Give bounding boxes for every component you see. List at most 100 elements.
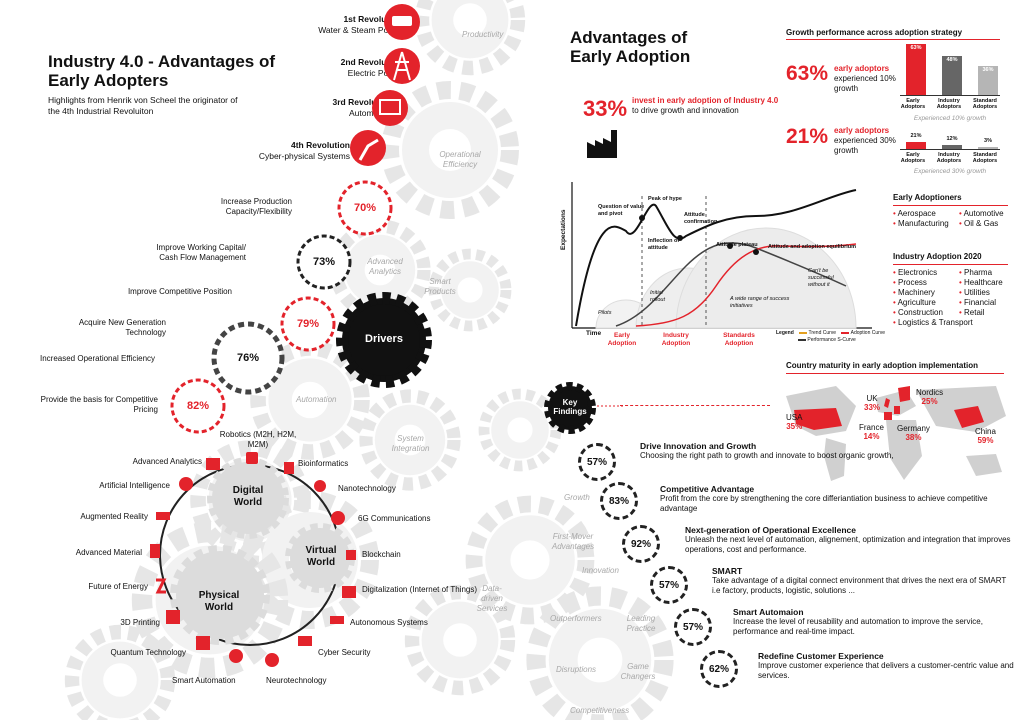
- tech-blockchain: Blockchain: [362, 550, 401, 559]
- ghost-leading-practice: Leading Practice: [626, 614, 656, 633]
- ghost-operational-efficiency: Operational Efficiency: [439, 150, 481, 169]
- ghost-advanced-analytics: Advanced Analytics: [367, 257, 403, 276]
- physical-world-gear: [170, 545, 270, 645]
- growth-bar-value: 12%: [946, 136, 958, 142]
- tech-nanotechnology: Nanotechnology: [338, 484, 396, 493]
- finding-gear: 57%: [674, 608, 712, 646]
- note-confirmation: Attitude confirmation: [684, 212, 718, 225]
- driver-label-1: Increase Production Capacity/Flexibility: [220, 197, 292, 216]
- finding-body: Unleash the next level of automation, al…: [685, 535, 1011, 554]
- growth-bar-label: Standard Adoptors: [972, 152, 998, 164]
- hype-y-label: Expectations: [560, 209, 567, 250]
- list-item: • Pharma: [959, 268, 993, 277]
- steam-icon: [384, 4, 420, 40]
- finding-body: Improve customer experience that deliver…: [758, 661, 1014, 680]
- list-item: • Agriculture: [893, 298, 936, 307]
- tech-autonomous: Autonomous Systems: [350, 618, 428, 627]
- usa-shape: [794, 408, 842, 430]
- country-germany: Germany 38%: [897, 424, 930, 442]
- hype-x-label: Time: [586, 330, 602, 337]
- phase-industry: Industry Adoption: [661, 332, 691, 347]
- growth-bar: 21%: [906, 133, 926, 149]
- list-item: • Automotive: [959, 209, 1004, 218]
- early-adoptioners-title: Early Adoptioners: [893, 193, 962, 202]
- france-shape: [884, 412, 892, 420]
- growth-2-value: 21%: [786, 125, 829, 148]
- list-item: • Financial: [959, 298, 997, 307]
- note-inflection: Inflection of attitude: [648, 238, 680, 251]
- growth-2-bar-labels: Early Adoptors Industry Adoptors Standard …: [895, 152, 1005, 172]
- list-item: • Machinery: [893, 288, 935, 297]
- tech-6g: 6G Communications: [358, 514, 431, 523]
- finding-value: 57%: [658, 579, 679, 591]
- adoption-curve: [615, 242, 847, 327]
- early-adoptioners-rule: [893, 205, 1008, 206]
- hype-cycle-chart: [571, 182, 872, 329]
- tech-ai: Artificial Intelligence: [99, 481, 170, 490]
- robotics-icon: [246, 452, 258, 464]
- growth-bar-label: Early Adoptors: [900, 98, 926, 110]
- ai-brain-icon: [179, 477, 193, 491]
- virtual-world-label: Virtual World: [305, 545, 337, 568]
- finding-title: SMART: [712, 566, 743, 576]
- tech-robotics: Robotics (M2H, H2M, M2M): [219, 430, 297, 449]
- country-usa: USA 35%: [786, 413, 803, 431]
- finding-body: Increase the level of reusability and au…: [733, 617, 983, 636]
- growth-bar-value: 36%: [982, 67, 994, 73]
- finding-title: Smart Automaion: [733, 607, 804, 617]
- driver-value-2: 73%: [312, 256, 336, 268]
- finding-body: Take advantage of a digital connect envi…: [712, 576, 1007, 595]
- hype-legend: Legend Trend Curve Adoption Curve Perfor…: [776, 330, 886, 343]
- industry-adoption-rule: [893, 264, 1008, 265]
- country-uk: UK 33%: [864, 394, 881, 412]
- tech-3d-printing: 3D Printing: [120, 618, 160, 627]
- tech-icons: [150, 452, 356, 667]
- phase-early: Early Adoption: [607, 332, 637, 347]
- brain-network-icon: [265, 653, 279, 667]
- iot-icon: [342, 586, 356, 598]
- revolution-1: 1st Revolution Water & Steam Power: [318, 14, 402, 35]
- worlds-diagram: [150, 452, 356, 667]
- electric-tower-icon: [384, 48, 420, 84]
- finding-value: 57%: [682, 621, 703, 633]
- revolution-4: 4th Revolution Cyber-physical Systems: [258, 140, 350, 161]
- key-findings-label: Key Findings: [553, 398, 587, 416]
- signal-icon: [331, 511, 345, 525]
- note-cant-succeed: Can't be successful without it: [808, 268, 834, 288]
- uk-shape: [884, 398, 890, 408]
- nordics-shape: [898, 386, 910, 402]
- driver-label-6: Provide the basis for Competitive Pricin…: [40, 395, 158, 414]
- finding-title: Next-generation of Operational Excellenc…: [685, 525, 856, 535]
- growth-1-bars: 63% 48% 36%: [900, 44, 1000, 96]
- list-item: • Electronics: [893, 268, 938, 277]
- analytics-icon: [206, 458, 220, 470]
- country-china: China 59%: [975, 427, 996, 445]
- note-peak-hype: Peak of hype: [648, 196, 682, 202]
- ar-glasses-icon: [156, 512, 170, 520]
- tech-neurotechnology: Neurotechnology: [266, 676, 327, 685]
- material-icon: [150, 544, 160, 558]
- growth-title: Growth performance across adoption strat…: [786, 28, 963, 37]
- page-subtitle: Highlights from Henrik von Scheel the or…: [48, 95, 238, 116]
- note-pilots: Pilots: [598, 310, 612, 316]
- growth-2-text: early adoptors experienced 30% growth: [834, 126, 896, 155]
- list-item: • Process: [893, 278, 927, 287]
- key-findings-line: [620, 405, 770, 406]
- ghost-automation: Automation: [296, 395, 337, 404]
- trend-curve: [575, 189, 857, 327]
- driver-value-3: 79%: [296, 318, 320, 330]
- growth-bar-value: 3%: [984, 138, 992, 144]
- germany-shape: [894, 406, 900, 414]
- finding-gear: 92%: [622, 525, 660, 563]
- note-initial-rollout: Initial rollout: [650, 290, 665, 303]
- car-icon: [330, 616, 344, 624]
- finding-value: 83%: [608, 495, 629, 507]
- finding-text: SMART Take advantage of a digital connect…: [712, 566, 1014, 596]
- physical-world-label: Physical World: [198, 590, 240, 613]
- note-wide-range: A wide range of success initiatives: [730, 296, 790, 309]
- note-equilibrium: Attitude and adoption equilibrium: [768, 244, 856, 250]
- ghost-innovation: Innovation: [582, 566, 619, 575]
- list-item: • Manufacturing: [893, 219, 949, 228]
- energy-icon: [155, 578, 167, 594]
- growth-1-note: Experienced 10% growth: [913, 115, 987, 122]
